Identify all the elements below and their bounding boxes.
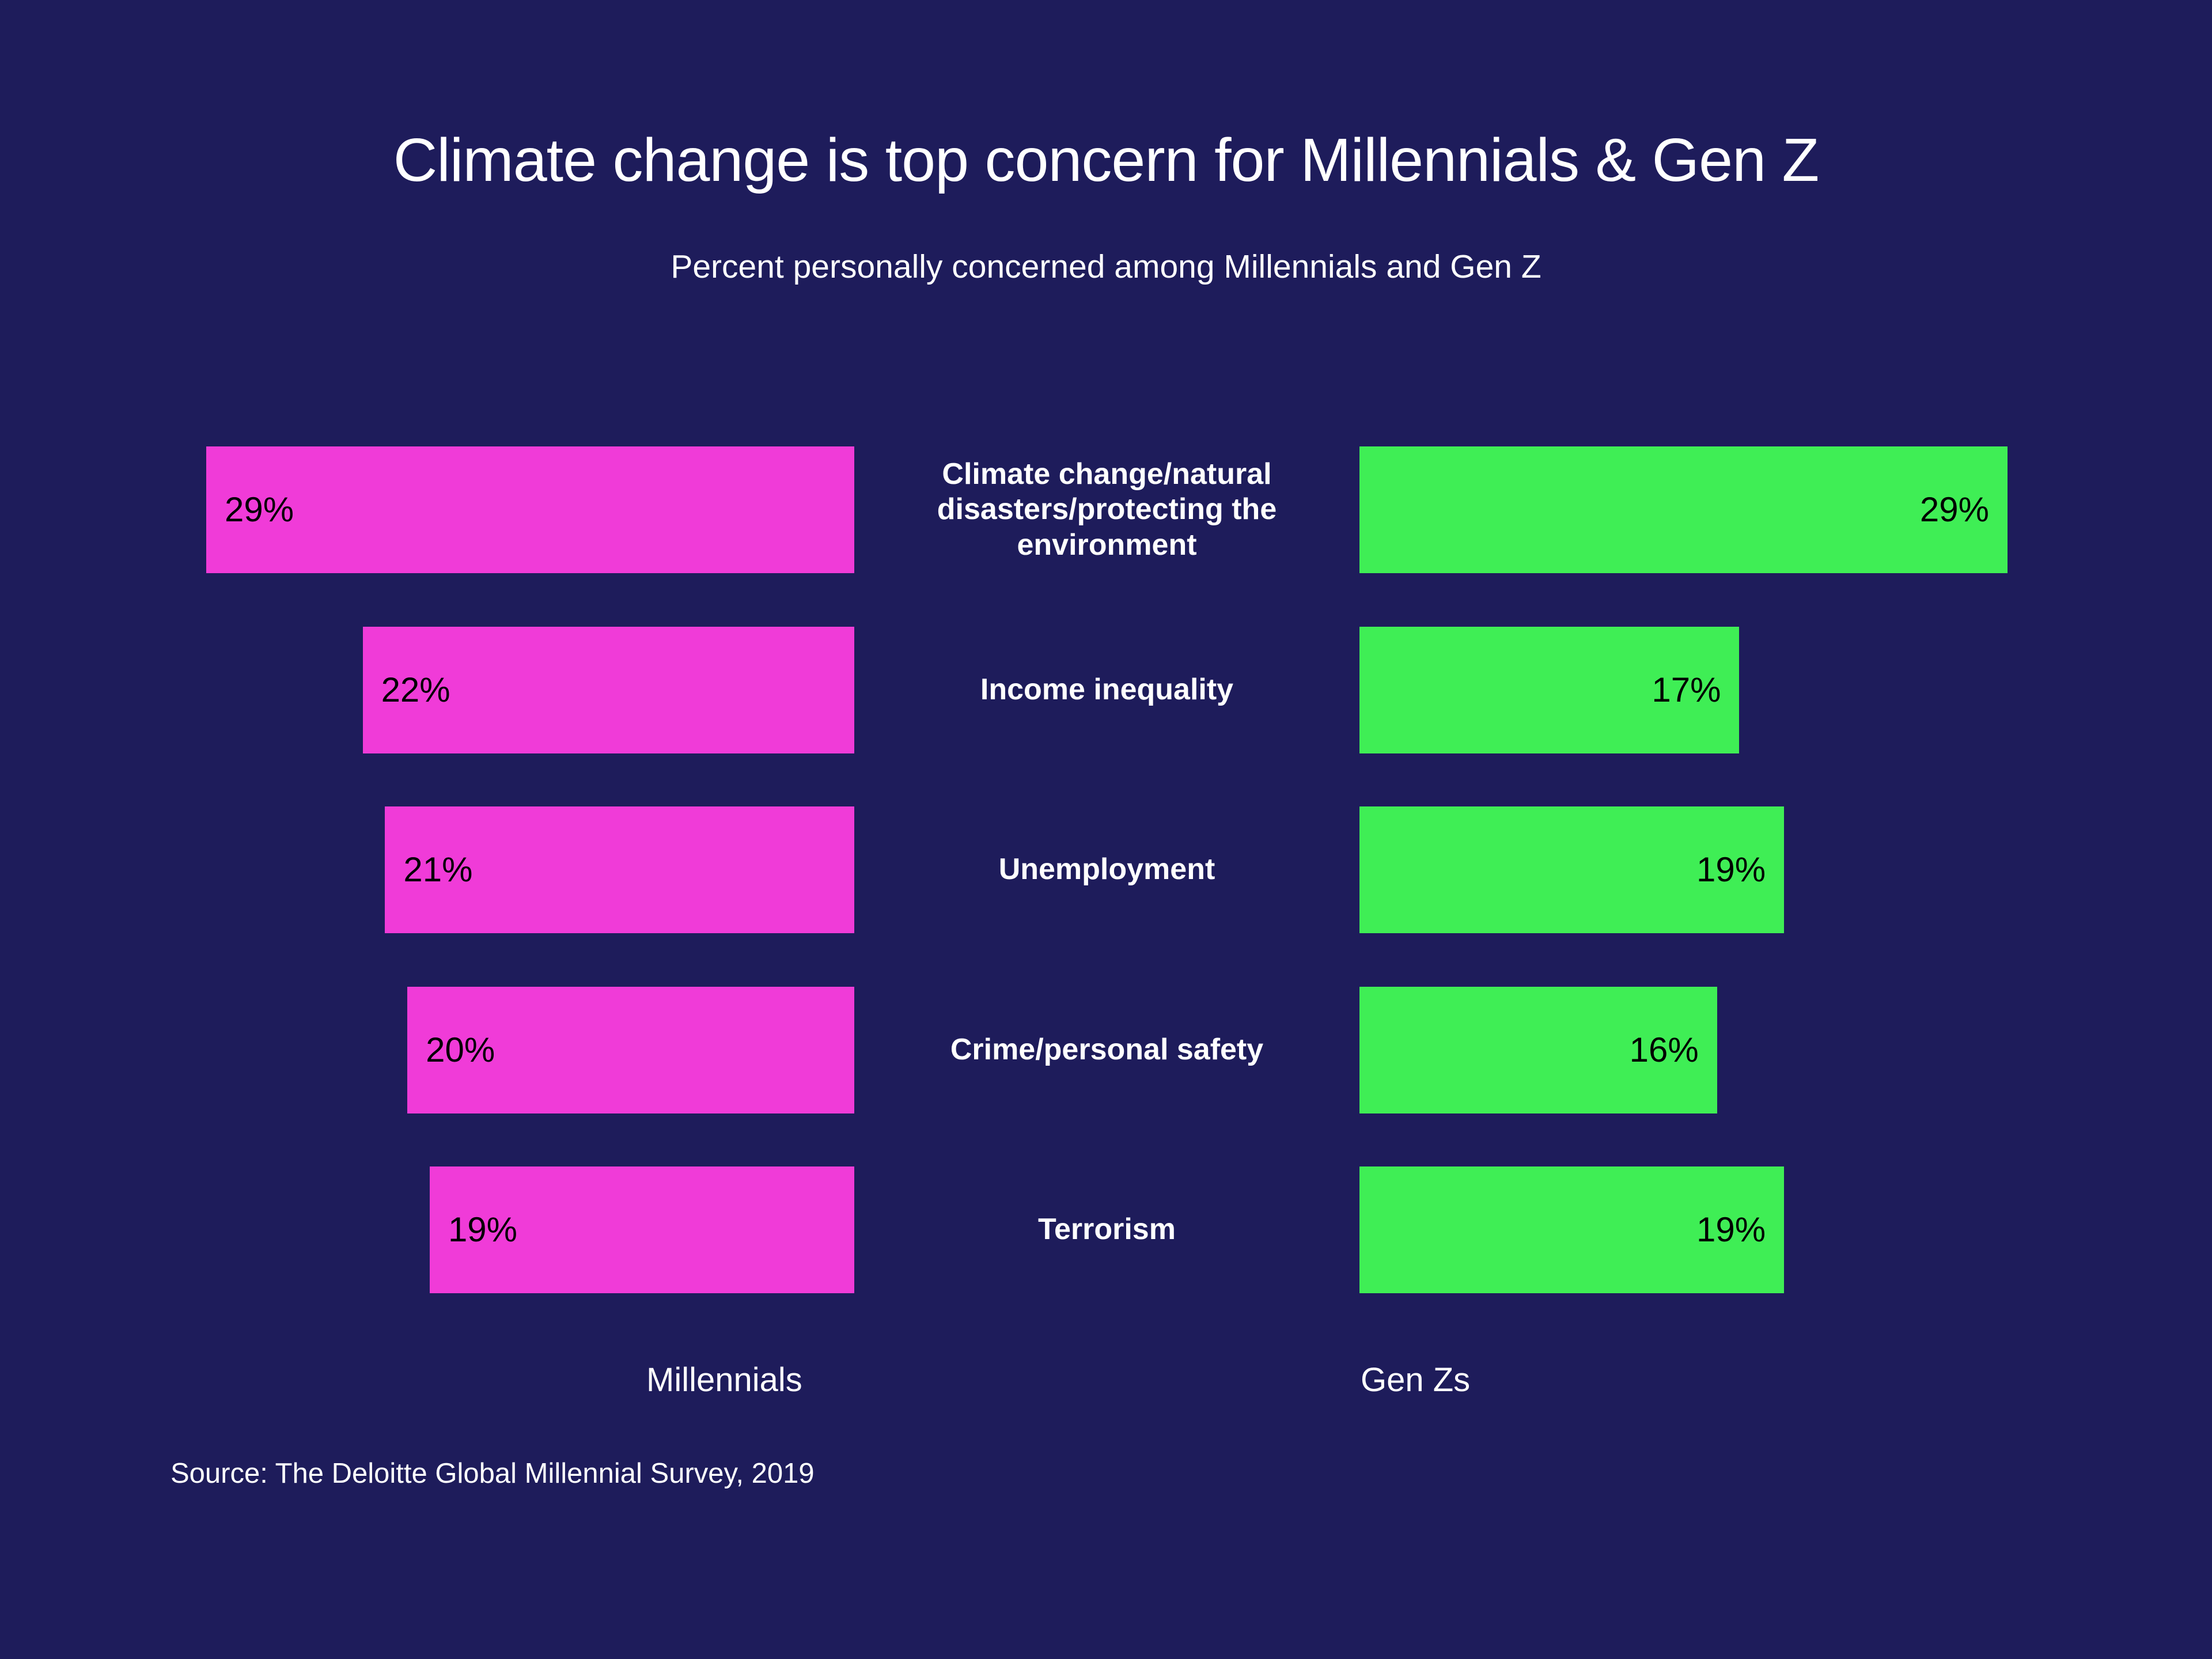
- millennials-bar-pane: 19%: [0, 1166, 854, 1293]
- bar-row: 21% Unemployment 19%: [0, 806, 2212, 933]
- chart-subtitle: Percent personally concerned among Mille…: [671, 248, 1541, 285]
- millennials-value-label: 29%: [225, 490, 294, 529]
- millennials-bar[interactable]: 19%: [429, 1166, 854, 1293]
- legend-label-millennials: Millennials: [646, 1361, 802, 1399]
- category-label: Crime/personal safety: [854, 987, 1359, 1113]
- millennials-bar[interactable]: 20%: [407, 987, 854, 1113]
- genzs-value-label: 19%: [1696, 1210, 1766, 1249]
- bar-row: 29% Climate change/natural disasters/prote…: [0, 446, 2212, 573]
- millennials-value-label: 21%: [403, 850, 473, 889]
- source-note: Source: The Deloitte Global Millennial S…: [171, 1458, 815, 1489]
- millennials-value-label: 20%: [426, 1031, 495, 1069]
- category-label-text: Income inequality: [980, 673, 1234, 707]
- genzs-bar-pane: 19%: [1359, 1166, 2212, 1293]
- millennials-bar-pane: 29%: [0, 446, 854, 573]
- legend-label-genzs: Gen Zs: [1361, 1361, 1471, 1399]
- genzs-bar[interactable]: 16%: [1359, 987, 1717, 1113]
- millennials-bar-pane: 20%: [0, 987, 854, 1113]
- category-label: Terrorism: [854, 1166, 1359, 1293]
- genzs-bar[interactable]: 19%: [1359, 806, 1785, 933]
- genzs-bar[interactable]: 19%: [1359, 1166, 1785, 1293]
- genzs-value-label: 17%: [1652, 671, 1721, 709]
- category-label-text: Terrorism: [1038, 1213, 1176, 1247]
- genzs-value-label: 19%: [1696, 850, 1766, 889]
- genzs-bar-pane: 17%: [1359, 627, 2212, 753]
- genzs-bar[interactable]: 17%: [1359, 627, 1740, 753]
- bar-row: 19% Terrorism 19%: [0, 1166, 2212, 1293]
- millennials-bar-pane: 22%: [0, 627, 854, 753]
- genzs-value-label: 29%: [1919, 490, 1989, 529]
- millennials-bar[interactable]: 22%: [362, 627, 854, 753]
- genzs-bar[interactable]: 29%: [1359, 446, 2008, 573]
- genzs-bar-pane: 19%: [1359, 806, 2212, 933]
- category-label-text: Climate change/natural disasters/protecti…: [937, 457, 1277, 562]
- category-label: Unemployment: [854, 806, 1359, 933]
- category-label: Income inequality: [854, 627, 1359, 753]
- millennials-bar-pane: 21%: [0, 806, 854, 933]
- category-label-text: Crime/personal safety: [950, 1033, 1264, 1067]
- genzs-value-label: 16%: [1629, 1031, 1699, 1069]
- bar-row: 22% Income inequality 17%: [0, 627, 2212, 753]
- millennials-value-label: 19%: [448, 1210, 518, 1249]
- chart-title: Climate change is top concern for Millen…: [393, 126, 1820, 194]
- bar-row: 20% Crime/personal safety 16%: [0, 987, 2212, 1113]
- millennials-bar[interactable]: 29%: [206, 446, 854, 573]
- millennials-value-label: 22%: [381, 671, 450, 709]
- genzs-bar-pane: 16%: [1359, 987, 2212, 1113]
- genzs-bar-pane: 29%: [1359, 446, 2212, 573]
- millennials-bar[interactable]: 21%: [385, 806, 854, 933]
- category-label-text: Unemployment: [998, 853, 1215, 887]
- category-label: Climate change/natural disasters/protecti…: [854, 446, 1359, 573]
